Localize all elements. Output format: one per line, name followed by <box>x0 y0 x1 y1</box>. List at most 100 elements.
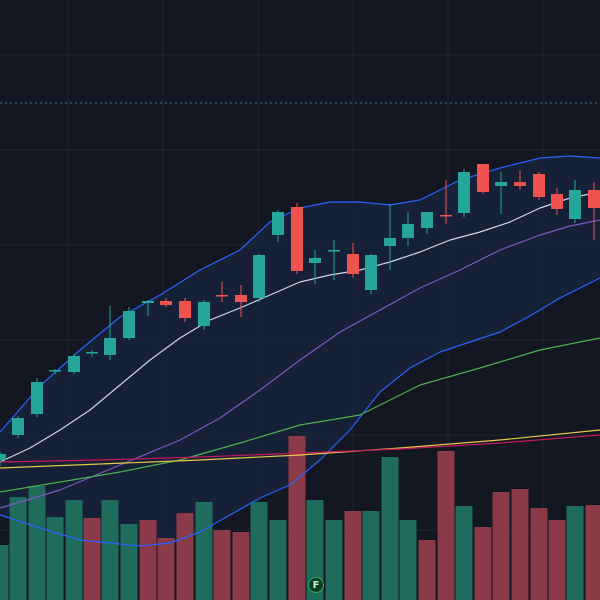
candle-body <box>104 338 116 355</box>
band-fill <box>0 156 600 546</box>
candle-body <box>569 190 581 219</box>
candle-body <box>495 182 507 186</box>
bollinger-band <box>0 156 600 546</box>
volume-bar <box>101 500 119 600</box>
volume-bar <box>381 457 399 600</box>
candle <box>588 182 600 240</box>
volume-bars <box>0 436 600 600</box>
earnings-flag-icon[interactable]: F <box>308 577 324 593</box>
candle <box>402 212 414 246</box>
candle-body <box>291 207 303 271</box>
volume-bar <box>0 545 9 600</box>
candle <box>49 369 61 374</box>
candle <box>198 300 210 330</box>
candle <box>142 300 154 316</box>
candle-body <box>31 382 43 414</box>
volume-bar <box>65 500 83 600</box>
volume-bar <box>585 505 600 600</box>
candle <box>31 378 43 417</box>
line-ma_red <box>0 434 600 463</box>
candle <box>160 298 172 307</box>
volume-bar <box>437 451 455 600</box>
candle <box>458 169 470 217</box>
volume-bar <box>566 506 584 600</box>
candle <box>384 204 396 270</box>
candle <box>495 172 507 214</box>
candle-body <box>309 258 321 263</box>
candle-body <box>86 352 98 354</box>
candle <box>12 416 24 438</box>
candle <box>347 243 359 278</box>
candle-body <box>588 190 600 208</box>
line-bb_upper <box>0 155 600 433</box>
volume-bar <box>9 497 27 600</box>
volume-bar <box>157 538 175 600</box>
volume-bar <box>418 540 436 600</box>
candle <box>440 180 452 224</box>
candle <box>123 307 135 340</box>
candle-body <box>235 295 247 302</box>
volume-bar <box>269 520 287 600</box>
volume-bar <box>455 506 473 600</box>
candle <box>569 180 581 223</box>
candle <box>328 240 340 280</box>
candle-body <box>253 255 265 298</box>
candle-body <box>402 224 414 238</box>
volume-bar <box>83 518 101 600</box>
candle <box>216 282 228 302</box>
line-ma_slow <box>0 337 600 493</box>
volume-bar <box>28 486 46 600</box>
candle <box>86 350 98 357</box>
volume-bar <box>492 492 510 600</box>
candle-body <box>533 174 545 197</box>
candle-body <box>328 250 340 252</box>
volume-bar <box>120 524 138 600</box>
candle <box>551 188 563 215</box>
candle-body <box>160 301 172 305</box>
candle-body <box>421 212 433 228</box>
candle-body <box>440 215 452 217</box>
candle <box>0 452 6 466</box>
candle-body <box>514 182 526 186</box>
candle <box>104 306 116 360</box>
volume-bar <box>362 511 380 600</box>
volume-bar <box>213 530 231 600</box>
candle <box>235 285 247 317</box>
candle <box>514 170 526 190</box>
candle-body <box>216 295 228 297</box>
candle <box>421 212 433 234</box>
candle <box>291 203 303 274</box>
volume-bar <box>474 527 492 600</box>
candle-body <box>477 164 489 192</box>
candle <box>272 210 284 242</box>
line-ma_fast <box>0 191 600 463</box>
volume-bar <box>46 517 64 600</box>
volume-bar <box>344 511 362 600</box>
volume-bar <box>232 532 250 600</box>
candle-body <box>365 255 377 290</box>
candle-body <box>142 301 154 303</box>
candle-body <box>272 212 284 235</box>
volume-bar <box>195 502 213 600</box>
candles <box>0 164 600 466</box>
candle <box>533 172 545 200</box>
candle-body <box>179 301 191 318</box>
volume-bar <box>530 508 548 600</box>
volume-bar <box>139 520 157 600</box>
candle-body <box>384 238 396 246</box>
candle <box>68 354 80 374</box>
candle-body <box>551 194 563 209</box>
indicator-lines <box>0 155 600 547</box>
volume-bar <box>250 502 268 600</box>
line-bb_lower <box>0 277 600 547</box>
candle-body <box>12 418 24 435</box>
candle-body <box>0 454 6 460</box>
volume-bar <box>399 520 417 600</box>
candle <box>253 254 265 302</box>
candle-body <box>347 254 359 274</box>
candle-body <box>458 172 470 213</box>
candle <box>179 298 191 322</box>
volume-bar <box>176 513 194 600</box>
